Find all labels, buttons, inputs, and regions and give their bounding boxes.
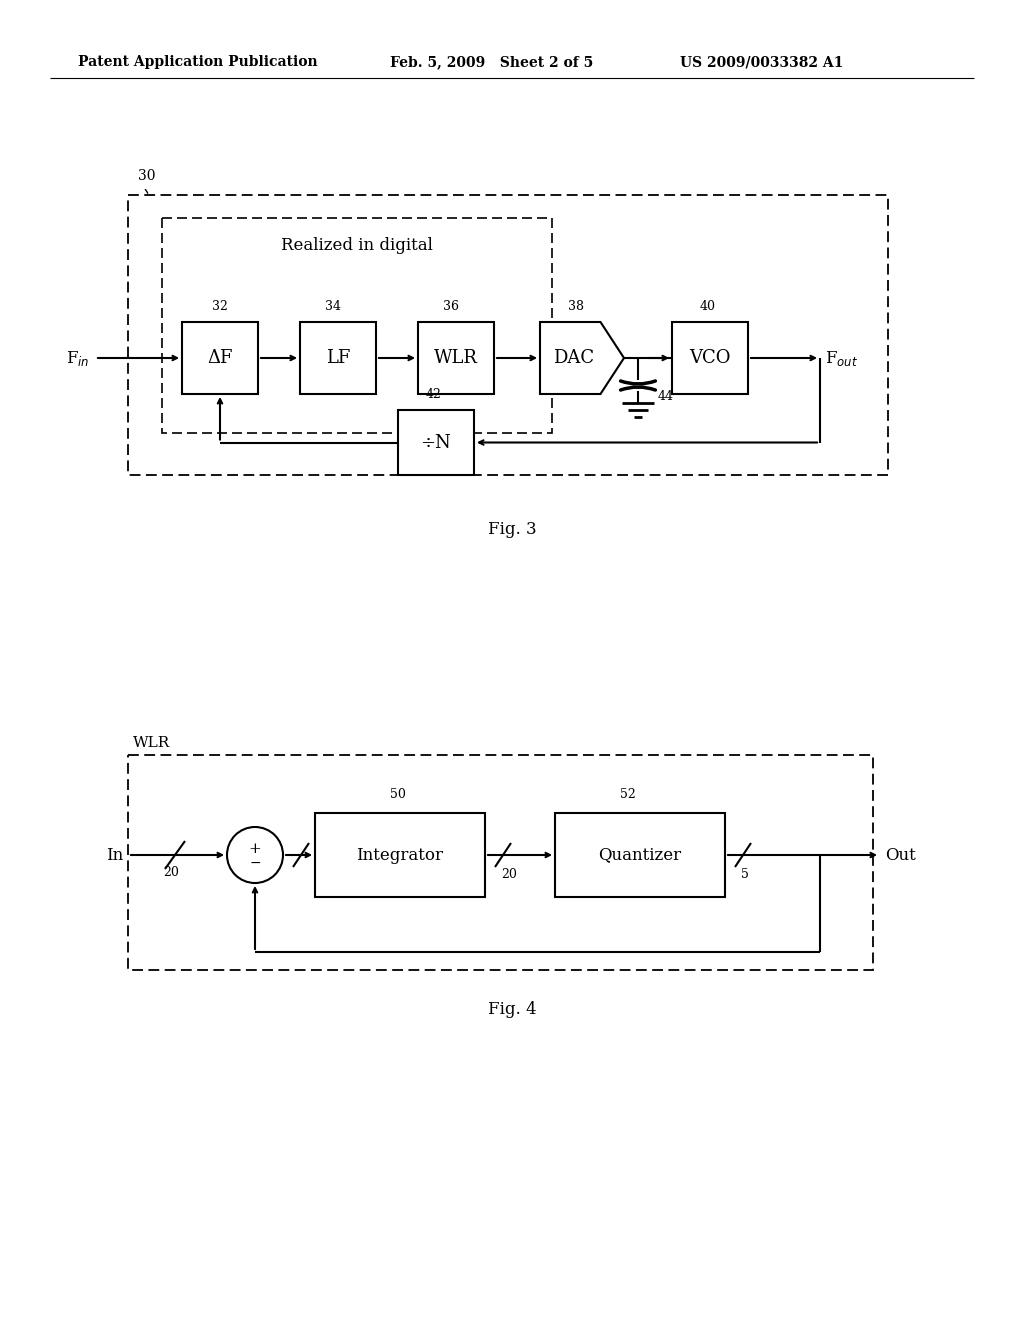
Text: 20: 20 bbox=[163, 866, 179, 879]
Text: 36: 36 bbox=[443, 300, 459, 313]
Bar bbox=[672, 322, 748, 393]
Text: US 2009/0033382 A1: US 2009/0033382 A1 bbox=[680, 55, 844, 69]
Bar bbox=[128, 195, 888, 475]
Text: VCO: VCO bbox=[689, 348, 731, 367]
Text: LF: LF bbox=[326, 348, 350, 367]
Text: 5: 5 bbox=[741, 869, 749, 882]
Text: Out: Out bbox=[885, 846, 915, 863]
Text: Realized in digital: Realized in digital bbox=[281, 238, 433, 255]
Text: ΔF: ΔF bbox=[207, 348, 232, 367]
Text: Fig. 3: Fig. 3 bbox=[487, 521, 537, 539]
Text: 20: 20 bbox=[501, 869, 517, 882]
Text: −: − bbox=[249, 855, 261, 870]
Bar bbox=[300, 322, 376, 393]
Circle shape bbox=[227, 828, 283, 883]
Text: Feb. 5, 2009   Sheet 2 of 5: Feb. 5, 2009 Sheet 2 of 5 bbox=[390, 55, 593, 69]
Text: 38: 38 bbox=[568, 300, 584, 313]
Bar bbox=[398, 411, 474, 475]
Bar bbox=[418, 322, 494, 393]
Text: Integrator: Integrator bbox=[356, 846, 443, 863]
Text: 42: 42 bbox=[426, 388, 442, 400]
Text: DAC: DAC bbox=[553, 348, 594, 367]
Text: 50: 50 bbox=[390, 788, 406, 801]
Bar bbox=[128, 755, 873, 970]
Text: 32: 32 bbox=[212, 300, 228, 313]
Polygon shape bbox=[540, 322, 624, 393]
Text: 44: 44 bbox=[658, 389, 674, 403]
Text: +: + bbox=[249, 842, 261, 855]
Text: 30: 30 bbox=[138, 169, 156, 183]
Text: Quantizer: Quantizer bbox=[598, 846, 682, 863]
Bar bbox=[555, 813, 725, 898]
Text: 34: 34 bbox=[325, 300, 341, 313]
Text: In: In bbox=[105, 846, 123, 863]
Text: F$_{out}$: F$_{out}$ bbox=[825, 348, 858, 367]
Text: Patent Application Publication: Patent Application Publication bbox=[78, 55, 317, 69]
Bar bbox=[182, 322, 258, 393]
Text: 52: 52 bbox=[620, 788, 636, 801]
Text: Fig. 4: Fig. 4 bbox=[487, 1002, 537, 1019]
Text: WLR: WLR bbox=[434, 348, 478, 367]
Text: 40: 40 bbox=[700, 300, 716, 313]
Text: WLR: WLR bbox=[133, 737, 170, 750]
Bar bbox=[315, 813, 485, 898]
Bar bbox=[162, 218, 552, 433]
Text: ÷N: ÷N bbox=[421, 433, 452, 451]
Text: F$_{in}$: F$_{in}$ bbox=[67, 348, 90, 367]
